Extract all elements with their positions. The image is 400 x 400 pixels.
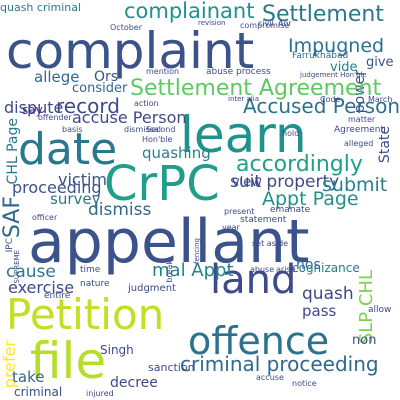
word: present bbox=[224, 207, 255, 216]
word: injured bbox=[86, 389, 114, 398]
word: dismiss bbox=[88, 200, 152, 220]
word: submit bbox=[322, 174, 388, 196]
word: action bbox=[134, 99, 159, 108]
word: emanate bbox=[270, 205, 311, 215]
word: Second bbox=[146, 125, 176, 134]
word: dispute bbox=[4, 98, 64, 117]
word: complaint bbox=[6, 22, 255, 80]
word: arise bbox=[276, 265, 296, 274]
word: Petition bbox=[6, 290, 165, 339]
word: accuse bbox=[256, 373, 284, 382]
word: cognizance bbox=[292, 261, 360, 275]
word: alleged bbox=[344, 139, 374, 148]
word: cause bbox=[6, 262, 56, 282]
word: say bbox=[22, 103, 43, 117]
word: revision bbox=[198, 19, 226, 27]
word: non bbox=[352, 333, 377, 348]
word: Settlement bbox=[262, 2, 384, 27]
word: view bbox=[232, 175, 262, 190]
word: mal Appt bbox=[152, 260, 234, 281]
word: mention bbox=[146, 67, 180, 76]
word: time bbox=[80, 265, 101, 275]
word: October bbox=[110, 23, 143, 32]
word: allow bbox=[368, 305, 392, 315]
word: March bbox=[368, 95, 393, 104]
word: civil bbox=[258, 19, 274, 28]
word: file bbox=[30, 332, 107, 390]
word: fencing bbox=[193, 238, 201, 264]
word: quashing bbox=[142, 144, 211, 162]
word: suit property bbox=[230, 172, 340, 192]
word: nos bbox=[296, 257, 321, 273]
word: accuse Person bbox=[72, 108, 187, 127]
word: Farrukhabad bbox=[292, 51, 349, 61]
word: learn bbox=[180, 106, 307, 164]
word: complainant bbox=[124, 0, 255, 23]
word: Agreement bbox=[334, 125, 384, 135]
word: quash criminal bbox=[0, 1, 82, 14]
word: SUPREME bbox=[13, 250, 21, 284]
word: notice bbox=[292, 379, 317, 388]
word: Anr bbox=[278, 19, 292, 28]
word: nature bbox=[80, 279, 110, 289]
word: land bbox=[210, 257, 297, 303]
word: CrPC bbox=[104, 156, 220, 212]
word: abuse bbox=[250, 265, 275, 274]
word: decree bbox=[110, 375, 158, 391]
word: judgment bbox=[128, 283, 176, 294]
word: criminal proceeding bbox=[180, 352, 379, 376]
word: criminal bbox=[14, 385, 63, 399]
word: date bbox=[18, 124, 118, 175]
word: Impugned bbox=[288, 35, 385, 57]
word: offence bbox=[188, 319, 330, 363]
word: record bbox=[56, 94, 120, 118]
word: statement bbox=[240, 215, 287, 225]
word: Singh bbox=[100, 343, 134, 357]
word: survey bbox=[50, 190, 101, 208]
word: accordingly bbox=[236, 152, 363, 177]
word: appellant bbox=[28, 207, 310, 277]
word: Code bbox=[320, 95, 341, 104]
word: Accused Person bbox=[243, 94, 400, 118]
word: CHL Page bbox=[5, 118, 21, 185]
word: compromise bbox=[240, 21, 290, 30]
word: officer bbox=[32, 213, 58, 222]
word: entire bbox=[44, 291, 71, 301]
word: Settlement Agreement bbox=[130, 76, 382, 101]
word: vide bbox=[330, 60, 358, 75]
word: proceeding bbox=[12, 178, 102, 197]
word: matter bbox=[348, 115, 376, 124]
word: abuse process bbox=[206, 67, 271, 77]
word: SAF bbox=[0, 196, 25, 239]
word: exercise bbox=[8, 278, 75, 297]
word: basis bbox=[62, 125, 83, 134]
word: Hon'ble bbox=[142, 135, 173, 144]
word: judgement Hon'ble bbox=[300, 71, 367, 79]
word: Ors bbox=[94, 69, 119, 85]
word: victim bbox=[58, 170, 108, 189]
word: consider bbox=[72, 81, 128, 96]
word: allege bbox=[34, 68, 80, 86]
word: take bbox=[12, 368, 45, 386]
word: Appt Page bbox=[262, 188, 359, 210]
word: give bbox=[366, 55, 394, 70]
word: hold bbox=[282, 129, 300, 138]
word: sanction bbox=[148, 361, 195, 374]
word: set aside bbox=[252, 239, 289, 248]
word: offender bbox=[38, 113, 72, 122]
word: dismissal bbox=[124, 125, 161, 134]
word: year bbox=[222, 223, 240, 232]
word: break bbox=[165, 260, 174, 283]
word: inter alia bbox=[228, 95, 260, 103]
word: quash bbox=[302, 284, 354, 304]
word: pass bbox=[302, 302, 337, 320]
